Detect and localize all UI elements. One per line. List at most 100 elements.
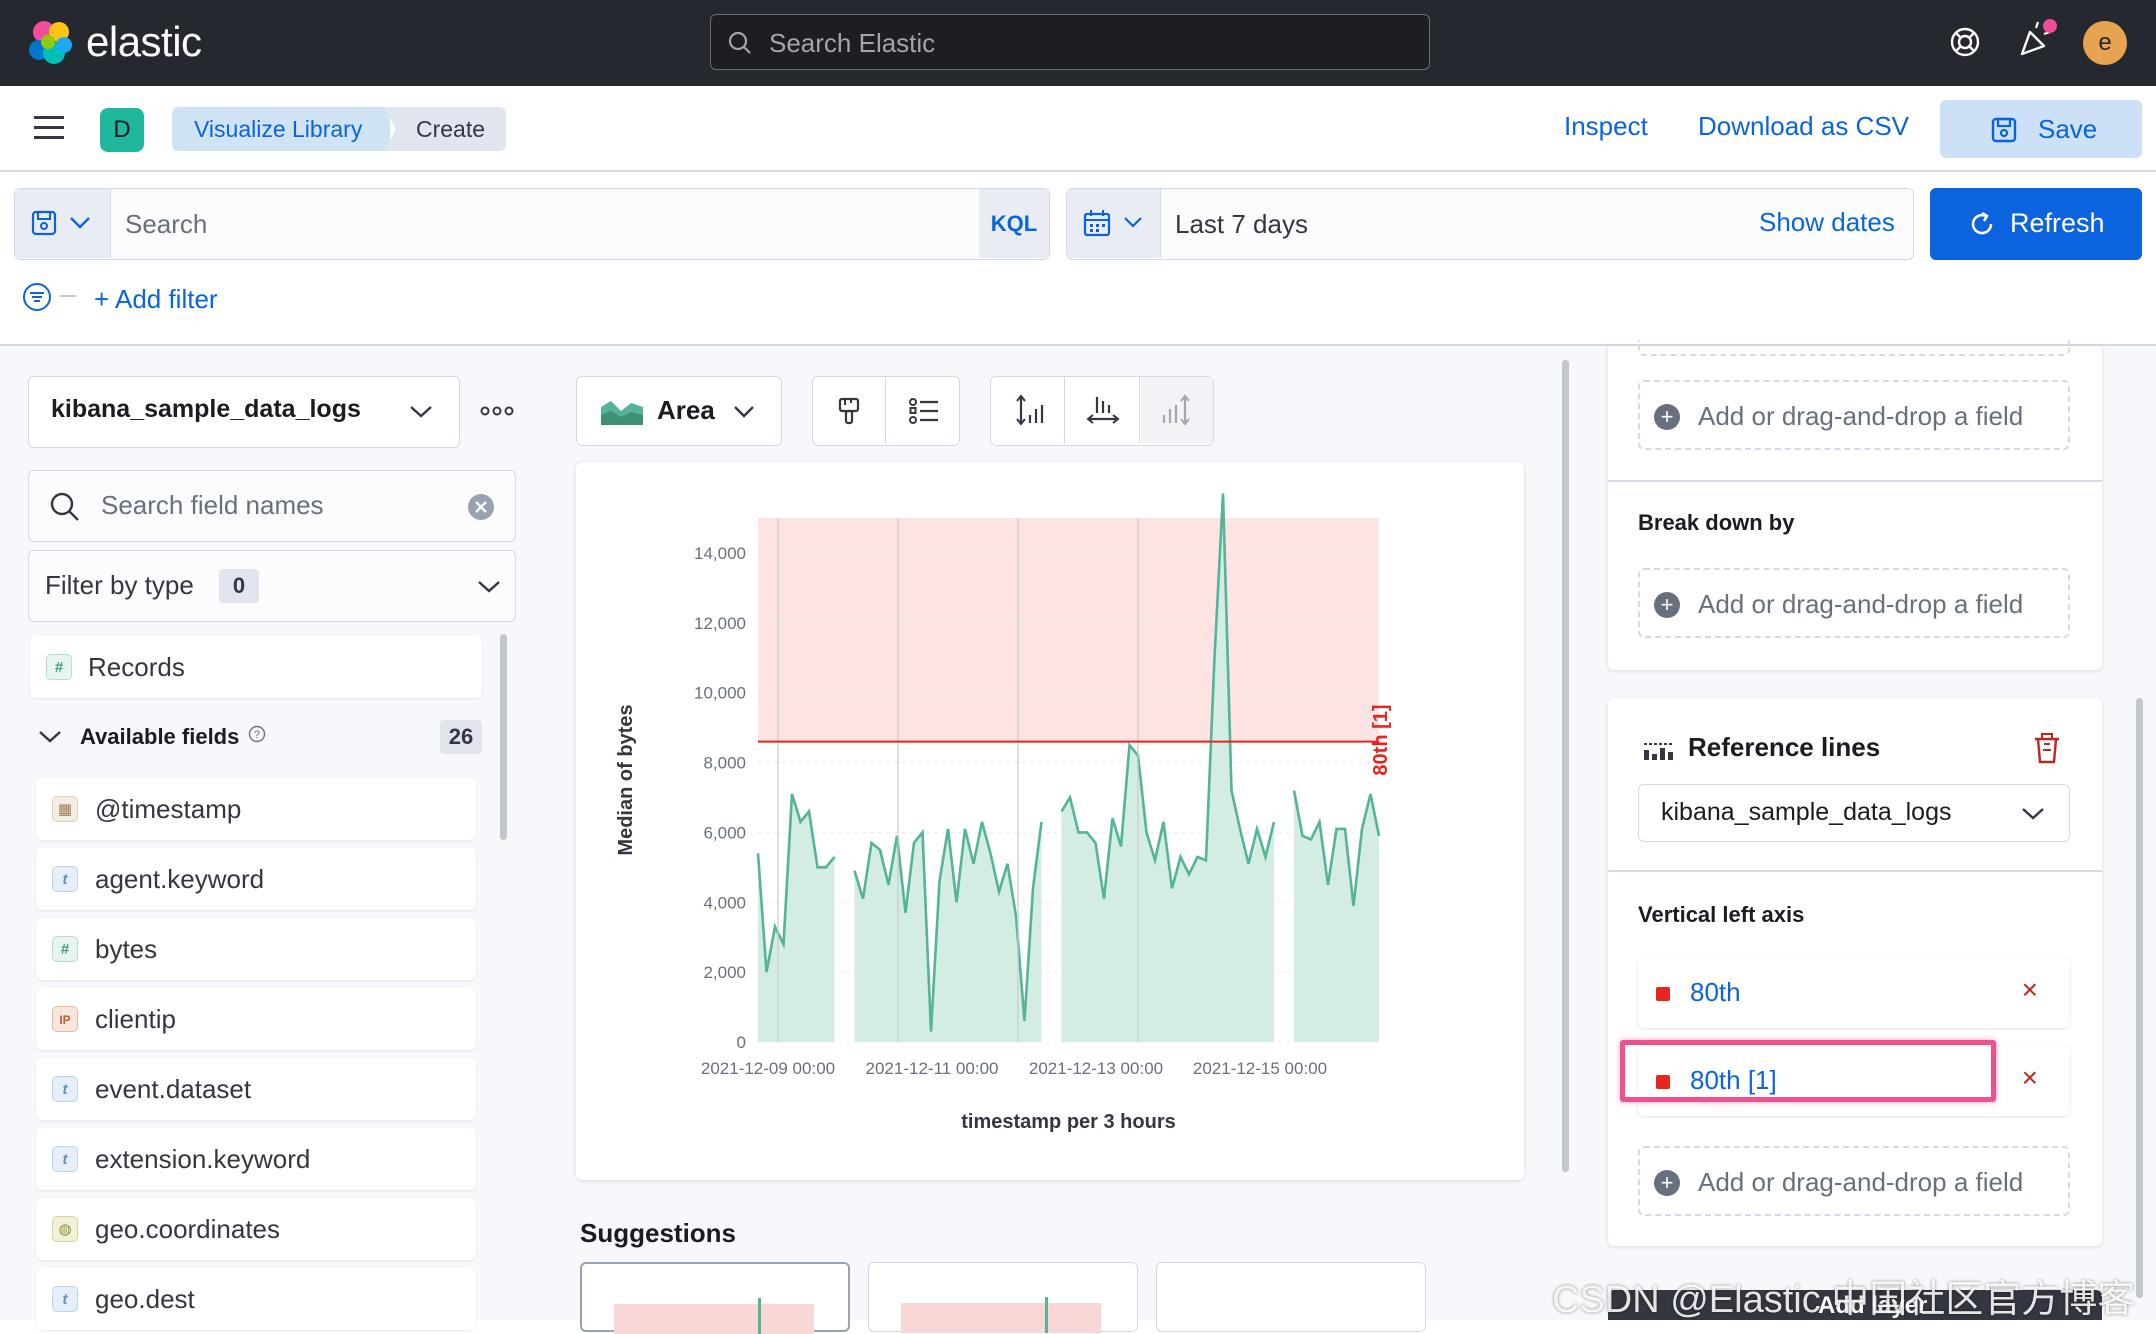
divider bbox=[1608, 480, 2102, 482]
remove-icon[interactable]: × bbox=[2021, 974, 2038, 1005]
menu-icon[interactable] bbox=[34, 114, 66, 142]
config-scrollbar[interactable] bbox=[2136, 698, 2143, 1298]
series-line bbox=[756, 793, 836, 973]
suggestion-1[interactable] bbox=[580, 1262, 850, 1334]
series-line bbox=[853, 821, 1043, 1032]
suggestion-3[interactable] bbox=[1156, 1262, 1426, 1332]
chevron-down-icon bbox=[1124, 217, 1142, 228]
remove-icon[interactable]: × bbox=[2021, 1062, 2038, 1093]
field-label: geo.coordinates bbox=[95, 1214, 281, 1244]
clear-icon[interactable] bbox=[467, 493, 495, 521]
filter-icon[interactable] bbox=[22, 282, 52, 312]
field-item[interactable]: t geo.dest bbox=[36, 1268, 476, 1330]
field-item-records[interactable]: # Records bbox=[30, 636, 482, 698]
refresh-icon bbox=[1971, 211, 1993, 235]
x-tick-label: 2021-12-15 00:00 bbox=[1193, 1059, 1327, 1078]
search-icon bbox=[50, 492, 79, 521]
logo-text[interactable]: elastic bbox=[86, 18, 202, 65]
area-chart[interactable]: 0 2,000 4,000 6,000 8,000 10,000 12,000 14,000 8… bbox=[576, 462, 1524, 1180]
trash-icon[interactable] bbox=[2032, 732, 2062, 764]
refresh-button[interactable]: Refresh bbox=[1930, 188, 2142, 260]
save-button-label: Save bbox=[2038, 114, 2098, 144]
area-fill bbox=[1061, 493, 1274, 1042]
legend-options-button[interactable] bbox=[887, 377, 959, 444]
space-avatar[interactable]: D bbox=[100, 108, 144, 152]
left-axis-button[interactable] bbox=[991, 377, 1065, 444]
date-picker: Last 7 days Show dates bbox=[1066, 188, 1914, 260]
suggestion-2[interactable] bbox=[868, 1262, 1138, 1333]
field-item[interactable]: t event.dataset bbox=[36, 1058, 476, 1120]
string-icon: t bbox=[52, 1146, 78, 1172]
visual-options-button[interactable] bbox=[813, 377, 886, 444]
show-dates-link[interactable]: Show dates bbox=[1759, 207, 1895, 237]
refresh-label: Refresh bbox=[2010, 208, 2105, 238]
reference-line-label: 80th bbox=[1690, 977, 1741, 1007]
highlight-annotation bbox=[1620, 1040, 1996, 1102]
saved-query-button[interactable] bbox=[15, 189, 111, 258]
kql-language-switch[interactable]: KQL bbox=[979, 189, 1049, 258]
reference-lines-card: Reference lines kibana_sample_data_logs … bbox=[1608, 698, 2102, 1246]
info-icon[interactable]: ? bbox=[248, 725, 266, 743]
chart-panel: 0 2,000 4,000 6,000 8,000 10,000 12,000 14,000 8… bbox=[576, 462, 1524, 1180]
color-swatch bbox=[1656, 987, 1670, 1001]
add-filter-link[interactable]: + Add filter bbox=[94, 284, 218, 314]
right-axis-icon bbox=[1162, 394, 1190, 426]
bottom-axis-button[interactable] bbox=[1066, 377, 1140, 444]
breadcrumb-visualize-library[interactable]: Visualize Library bbox=[172, 107, 390, 151]
area-fill bbox=[758, 794, 835, 1042]
svg-text:?: ? bbox=[254, 729, 260, 741]
download-csv-link[interactable]: Download as CSV bbox=[1698, 111, 1909, 141]
global-search-input[interactable]: Search Elastic bbox=[710, 14, 1430, 70]
field-item[interactable]: ▦ @timestamp bbox=[36, 778, 476, 840]
chevron-down-icon bbox=[70, 217, 90, 229]
field-item[interactable]: # bytes bbox=[36, 918, 476, 980]
right-axis-button[interactable] bbox=[1141, 377, 1213, 444]
filter-by-type-select[interactable]: Filter by type 0 bbox=[28, 550, 516, 622]
more-options-icon[interactable] bbox=[480, 404, 514, 418]
save-icon bbox=[1991, 117, 2017, 143]
vertical-left-axis-heading: Vertical left axis bbox=[1638, 902, 1805, 927]
add-field-slot-metric[interactable]: + Add or drag-and-drop a field bbox=[1638, 380, 2070, 450]
add-layer-button[interactable]: Add layer bbox=[1608, 1290, 2102, 1320]
chart-type-switcher[interactable]: Area bbox=[576, 376, 782, 446]
y-tick-label: 8,000 bbox=[703, 754, 746, 773]
query-input[interactable]: Search bbox=[125, 209, 208, 239]
reference-lines-icon bbox=[1644, 743, 1674, 760]
index-pattern-selector[interactable]: kibana_sample_data_logs bbox=[28, 376, 460, 448]
quick-date-menu-button[interactable] bbox=[1067, 189, 1161, 258]
workspace-scrollbar[interactable] bbox=[1562, 360, 1569, 1172]
save-button[interactable]: Save bbox=[1940, 100, 2142, 158]
add-field-slot-reference[interactable]: + Add or drag-and-drop a field bbox=[1638, 1146, 2070, 1216]
save-icon bbox=[31, 210, 57, 236]
app-subnav: D Visualize Library Create Inspect Downl… bbox=[0, 86, 2156, 172]
filter-by-type-label: Filter by type bbox=[45, 570, 194, 600]
chevron-down-icon bbox=[478, 581, 500, 593]
field-list-scrollbar[interactable] bbox=[500, 634, 507, 840]
inspect-link[interactable]: Inspect bbox=[1564, 111, 1648, 141]
user-avatar[interactable]: e bbox=[2083, 21, 2127, 65]
y-tick-label: 2,000 bbox=[703, 963, 746, 982]
filter-bar: + Add filter bbox=[0, 270, 2156, 346]
number-icon: # bbox=[52, 936, 78, 962]
reference-line-item-80th-1[interactable]: 80th [1] × bbox=[1638, 1046, 2070, 1116]
field-search-input[interactable]: Search field names bbox=[28, 470, 516, 542]
add-field-label: Add or drag-and-drop a field bbox=[1698, 1167, 2024, 1197]
field-item[interactable]: t agent.keyword bbox=[36, 848, 476, 910]
help-icon[interactable] bbox=[1948, 25, 1982, 59]
date-range-label[interactable]: Last 7 days bbox=[1175, 209, 1308, 239]
x-tick-label: 2021-12-13 00:00 bbox=[1029, 1059, 1163, 1078]
field-item[interactable]: ◍ geo.coordinates bbox=[36, 1198, 476, 1260]
chevron-down-icon[interactable] bbox=[38, 730, 62, 744]
reference-index-select[interactable]: kibana_sample_data_logs bbox=[1638, 784, 2070, 842]
field-item[interactable]: IP clientip bbox=[36, 988, 476, 1050]
chevron-down-icon bbox=[734, 406, 754, 418]
news-feed-icon[interactable] bbox=[2016, 18, 2060, 60]
available-fields-heading[interactable]: Available fields bbox=[80, 724, 240, 749]
index-pattern-label: kibana_sample_data_logs bbox=[51, 395, 361, 423]
elastic-logo-icon[interactable] bbox=[26, 18, 76, 68]
reference-line-item-80th[interactable]: 80th × bbox=[1638, 958, 2070, 1028]
field-item[interactable]: t extension.keyword bbox=[36, 1128, 476, 1190]
break-down-by-heading: Break down by bbox=[1638, 510, 1795, 535]
add-field-slot-breakdown[interactable]: + Add or drag-and-drop a field bbox=[1638, 568, 2070, 638]
search-icon bbox=[728, 31, 751, 54]
